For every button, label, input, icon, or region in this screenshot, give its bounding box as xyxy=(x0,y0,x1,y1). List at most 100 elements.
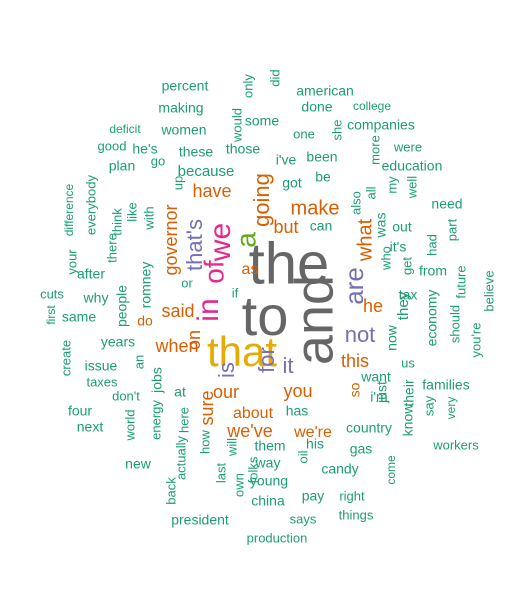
word-that-s: that's xyxy=(182,219,207,271)
word-who: who xyxy=(378,246,393,271)
word-jobs: jobs xyxy=(149,367,165,394)
word-have: have xyxy=(192,181,231,201)
word-make: make xyxy=(291,197,340,219)
word-on: on xyxy=(184,330,204,350)
word-issue: issue xyxy=(85,358,118,374)
word-there: there xyxy=(104,233,119,263)
word-country: country xyxy=(346,420,392,436)
word-are: are xyxy=(339,267,369,305)
word-get: get xyxy=(399,257,414,275)
word-percent: percent xyxy=(162,78,209,94)
word-of: of xyxy=(198,260,229,284)
word-young: young xyxy=(250,473,288,489)
word-was: was xyxy=(373,213,389,239)
word-you-re: you're xyxy=(468,322,483,357)
word-done: done xyxy=(301,99,332,115)
word-more: more xyxy=(367,135,382,165)
word-also: also xyxy=(348,191,363,215)
word-would: would xyxy=(229,108,244,143)
word-new: new xyxy=(125,456,152,472)
word-part: part xyxy=(444,218,459,241)
word-at: at xyxy=(174,384,186,400)
word-everybody: everybody xyxy=(83,175,98,235)
word-don-t: don't xyxy=(112,388,140,403)
word-workers: workers xyxy=(432,437,479,452)
word-had: had xyxy=(424,234,439,256)
word-why: why xyxy=(83,290,109,306)
word-economy: economy xyxy=(424,290,440,347)
word-very: very xyxy=(444,397,458,420)
word-some: some xyxy=(245,113,279,129)
word-four: four xyxy=(68,403,92,419)
word-gas: gas xyxy=(350,441,373,457)
word-now: now xyxy=(384,324,400,351)
word-only: only xyxy=(240,74,255,98)
word-last: last xyxy=(213,462,228,483)
word-right: right xyxy=(339,488,365,503)
word-should: should xyxy=(447,305,462,343)
word-create: create xyxy=(58,340,73,376)
word-us: us xyxy=(401,355,415,370)
word-making: making xyxy=(158,100,203,116)
word-my: my xyxy=(384,176,399,194)
word-because: because xyxy=(178,163,235,180)
word-say: say xyxy=(421,395,436,416)
word-is: is xyxy=(214,362,239,378)
word-i-ve: i've xyxy=(276,152,297,168)
word-going: going xyxy=(249,173,274,227)
word-plan: plan xyxy=(109,158,135,174)
word-taxes: taxes xyxy=(86,374,118,389)
word-this: this xyxy=(341,351,369,371)
word-a: a xyxy=(230,232,261,248)
word-difference: difference xyxy=(62,183,76,236)
word-what: what xyxy=(354,218,376,262)
word-actually: actually xyxy=(173,435,188,480)
word-them: them xyxy=(254,438,285,454)
word-future: future xyxy=(453,265,468,298)
word-your: your xyxy=(64,249,79,275)
word-president: president xyxy=(171,512,229,528)
word-need: need xyxy=(431,196,462,212)
word-their: their xyxy=(401,379,417,407)
word-one: one xyxy=(293,126,315,141)
word-we-ve: we've xyxy=(226,421,272,441)
word-to: to xyxy=(242,284,289,347)
word-she: she xyxy=(329,120,344,141)
word-or: or xyxy=(181,275,193,290)
word-can: can xyxy=(310,218,333,234)
word-those: those xyxy=(226,141,260,157)
word-were: were xyxy=(393,139,422,154)
word-so: so xyxy=(347,382,363,397)
word-sure: sure xyxy=(197,390,217,425)
word-our: our xyxy=(213,382,239,402)
word-want: want xyxy=(360,369,391,385)
word-after: after xyxy=(77,266,105,282)
word-all: all xyxy=(363,186,378,199)
word-it-s: it's xyxy=(390,239,407,255)
word-next: next xyxy=(77,419,104,435)
word-we-re: we're xyxy=(293,424,332,441)
word-own: own xyxy=(231,473,246,497)
word-about: about xyxy=(233,405,274,422)
word-it: it xyxy=(283,353,294,378)
word-college: college xyxy=(353,99,391,113)
word-that: that xyxy=(207,328,277,375)
word-they: they xyxy=(395,291,412,320)
word-as: as xyxy=(242,261,259,278)
word-has: has xyxy=(286,403,309,419)
word-but: but xyxy=(273,217,298,237)
word-romney: romney xyxy=(138,262,154,309)
word-will: will xyxy=(224,438,239,457)
word-energy: energy xyxy=(148,400,163,440)
word-back: back xyxy=(163,477,178,505)
word-deficit: deficit xyxy=(109,122,141,136)
word-candy: candy xyxy=(321,461,358,477)
word-tax: tax xyxy=(399,287,418,303)
word-education: education xyxy=(382,158,443,174)
word-his: his xyxy=(306,436,324,452)
word-you: you xyxy=(283,381,312,401)
word-people: people xyxy=(114,285,130,327)
word-companies: companies xyxy=(347,117,415,133)
word-oil: oil xyxy=(295,450,310,463)
